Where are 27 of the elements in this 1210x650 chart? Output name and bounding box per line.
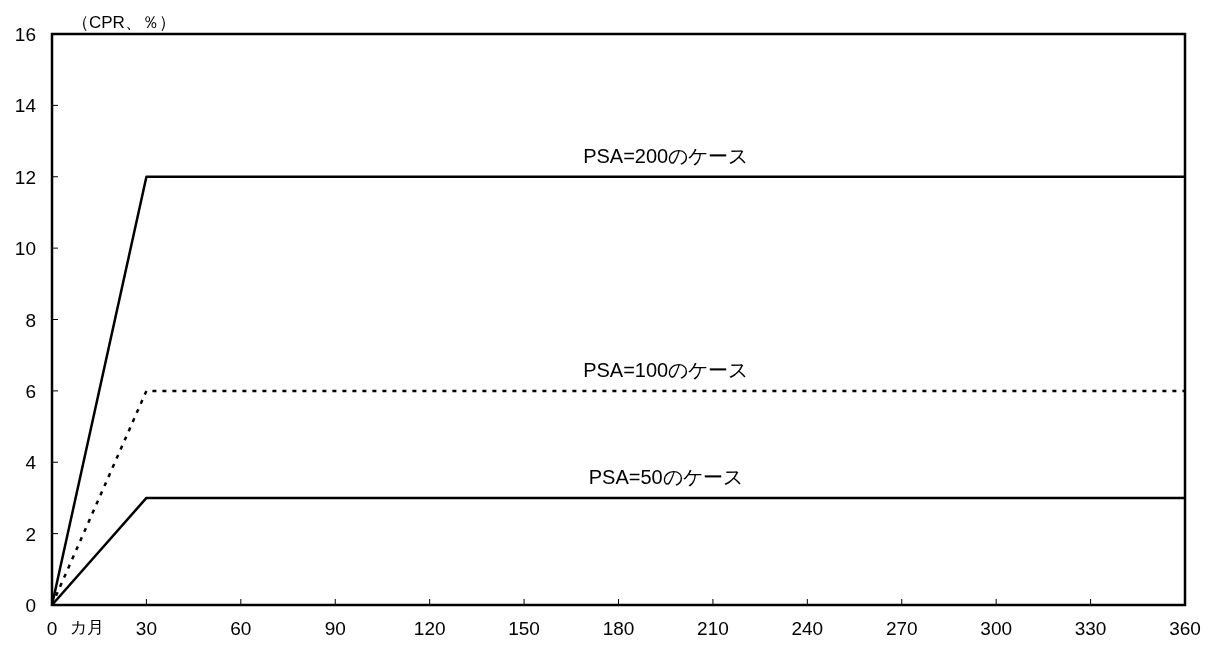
ytick: 14 [14, 95, 36, 117]
series-label: PSA=100のケース [583, 358, 749, 381]
xlabel: カ月 [70, 618, 104, 637]
ytick: 4 [25, 452, 36, 474]
ytick: 2 [25, 523, 36, 545]
ytick: 6 [25, 380, 36, 402]
xtick: 210 [697, 618, 729, 639]
ytick: 12 [14, 166, 36, 188]
xtick: 30 [135, 618, 157, 639]
xtick: 240 [791, 618, 824, 639]
series-label: PSA=50のケース [588, 465, 743, 488]
ytick: 16 [14, 24, 36, 45]
xtick: 90 [324, 618, 346, 639]
xtick: 150 [508, 618, 540, 639]
xtick: 360 [1169, 618, 1201, 639]
ylabel: （CPR、％） [72, 13, 176, 32]
ytick: 0 [25, 595, 36, 616]
xtick: 120 [413, 618, 446, 639]
xtick: 270 [885, 618, 918, 639]
xtick: 180 [602, 618, 635, 639]
ytick: 10 [14, 238, 36, 260]
xtick: 0 [46, 618, 58, 639]
xtick: 300 [980, 618, 1012, 639]
ytick: 8 [25, 309, 36, 331]
xtick: 330 [1074, 618, 1107, 639]
series-label: PSA=200のケース [583, 144, 749, 167]
xtick: 60 [230, 618, 252, 639]
